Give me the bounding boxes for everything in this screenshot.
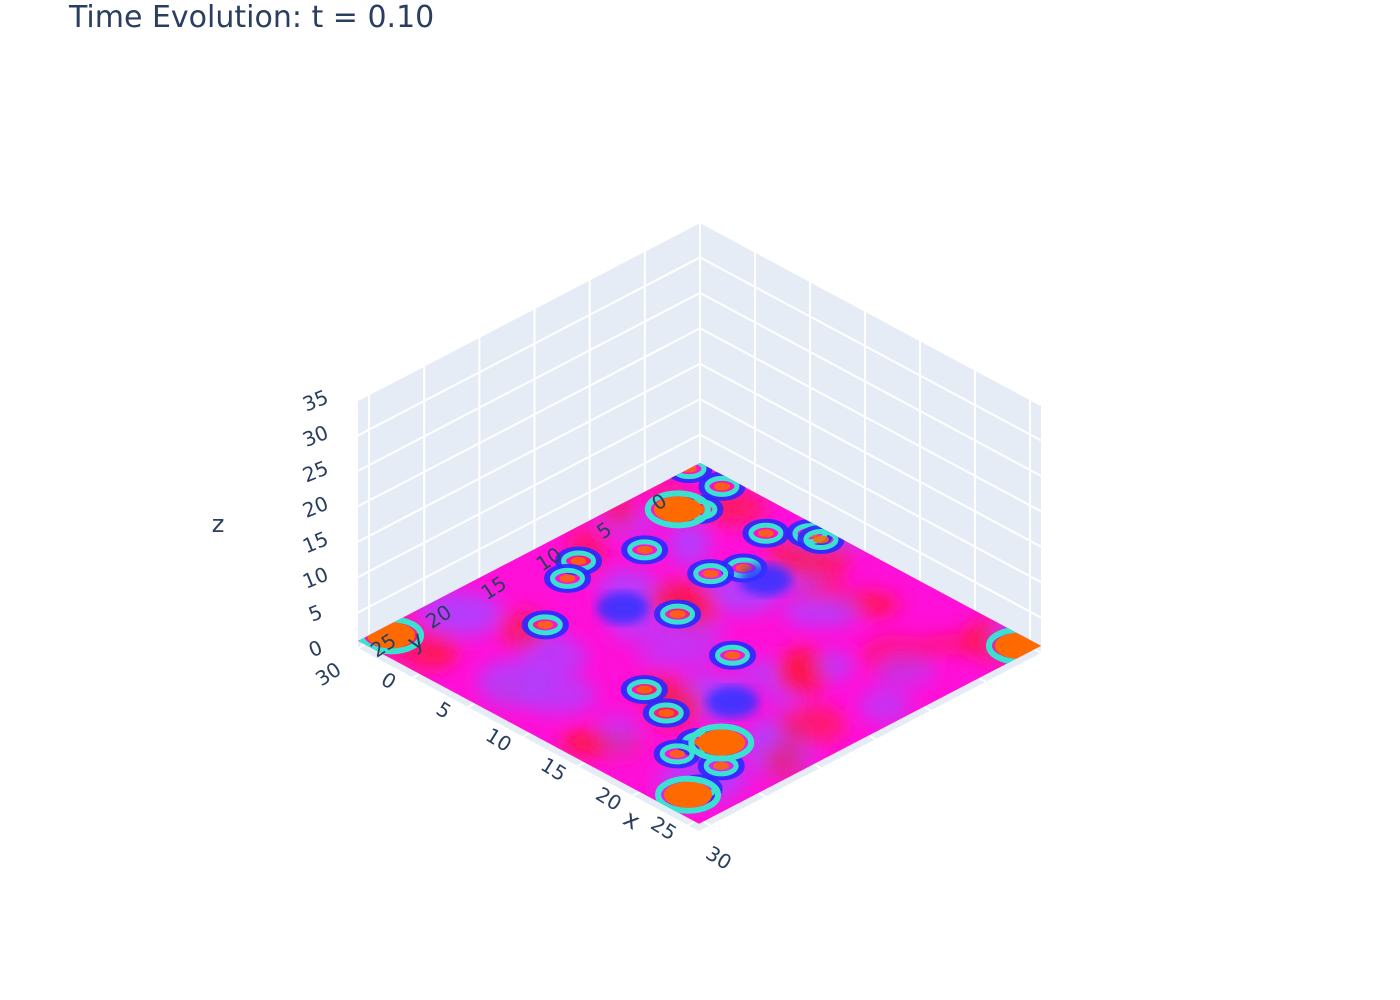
glider-structure xyxy=(621,535,669,565)
grid-z-xwall xyxy=(699,327,1042,513)
glider-structure xyxy=(620,675,668,705)
x-tick-label: 0 xyxy=(377,667,401,694)
surface-patch xyxy=(477,659,553,707)
z-axis-title: z xyxy=(212,510,225,538)
grid-z-xwall xyxy=(699,256,1042,442)
grid-z-xwall xyxy=(699,362,1042,548)
z-tick-label: 10 xyxy=(299,562,332,594)
glider-structure xyxy=(709,640,757,670)
low-value-spot xyxy=(706,685,759,718)
z-tick-label: 25 xyxy=(299,456,332,488)
grid-z-xwall xyxy=(699,433,1042,619)
surface-patch xyxy=(668,520,710,567)
surface-patch xyxy=(419,591,504,638)
z-tick-label: 15 xyxy=(299,526,332,558)
warm-blob xyxy=(644,490,711,529)
y-tick-label: 30 xyxy=(311,657,345,691)
glider-structure xyxy=(543,563,591,593)
surface-patch xyxy=(594,714,641,753)
grid-z-ywall xyxy=(357,398,701,579)
surface-patch xyxy=(917,634,1002,655)
surface-patch xyxy=(776,647,829,695)
grid-z-ywall xyxy=(357,221,701,401)
glider-structure xyxy=(742,518,790,548)
x-tick-label: 30 xyxy=(702,841,736,875)
grid-z-xwall xyxy=(699,221,1042,406)
surface-patch xyxy=(561,729,605,755)
grid-z-ywall xyxy=(357,433,701,614)
pane-y-z xyxy=(358,222,700,648)
glider-structure xyxy=(654,599,702,629)
grid-z-ywall xyxy=(357,327,701,508)
surface-patch xyxy=(777,704,846,745)
z-tick-label: 20 xyxy=(299,491,332,523)
surface-patch xyxy=(636,636,722,670)
surface-patch xyxy=(782,597,862,627)
low-value-spot xyxy=(596,591,649,624)
grid-z-ywall xyxy=(357,256,701,437)
glider-structure xyxy=(698,471,746,501)
chart-title: Time Evolution: t = 0.10 xyxy=(69,0,435,35)
surface[interactable] xyxy=(358,458,1052,824)
z-tick-label: 30 xyxy=(299,420,332,452)
glider-structure xyxy=(521,610,569,640)
surface-patch xyxy=(762,742,805,780)
grid-z-ywall xyxy=(357,291,701,472)
surface-patch xyxy=(815,651,853,681)
x-tick-label: 5 xyxy=(432,697,456,724)
glider-structure xyxy=(687,559,735,589)
grid-z-xwall xyxy=(699,291,1042,477)
low-value-spot xyxy=(739,563,792,596)
grid-z-xwall xyxy=(699,398,1042,584)
warm-blob xyxy=(688,723,755,762)
z-tick-label: 5 xyxy=(305,600,326,627)
surface-features xyxy=(358,462,1041,814)
pane-x-z xyxy=(700,222,1041,653)
glider-structure xyxy=(797,524,845,554)
surface-patch xyxy=(860,687,910,724)
grid-z-ywall xyxy=(357,362,701,543)
surface-patch xyxy=(876,655,935,687)
warm-blob xyxy=(655,775,722,814)
z-tick-label: 35 xyxy=(299,385,332,417)
surface-patch xyxy=(414,642,457,669)
z-tick-label: 0 xyxy=(305,635,326,662)
x-axis-title: x xyxy=(618,804,645,835)
glider-structure xyxy=(642,698,690,728)
